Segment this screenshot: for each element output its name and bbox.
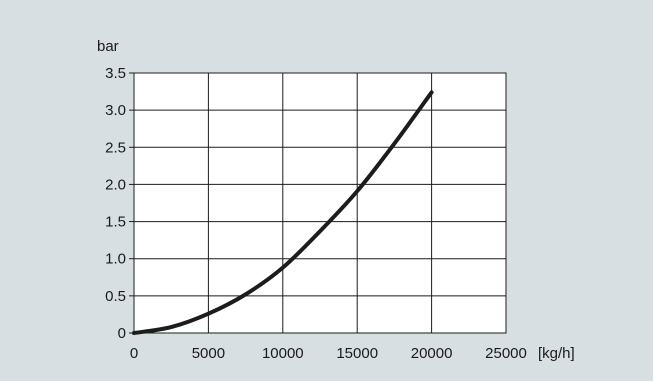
y-axis-label: bar (97, 38, 119, 55)
series-line (132, 90, 434, 335)
x-tick-label: 15000 (336, 345, 378, 362)
x-tick-label: 20000 (411, 345, 453, 362)
tick-label-layer: 0 5000 10000 15000 20000 25000 0 0.5 1.0 1.5 2.0 2.… (105, 65, 527, 362)
y-tick-label: 3.5 (105, 65, 126, 82)
x-tick-label: 0 (130, 345, 138, 362)
x-tick-label: 25000 (485, 345, 527, 362)
y-tick-label: 3.0 (105, 102, 126, 119)
plot-area (134, 73, 506, 333)
y-tick-label: 2.5 (105, 139, 126, 156)
y-tick-label: 1.5 (105, 214, 126, 231)
x-tick-label: 5000 (192, 345, 225, 362)
x-axis-label: [kg/h] (538, 345, 575, 362)
y-tick-label: 2.0 (105, 176, 126, 193)
y-tick-label: 1.0 (105, 251, 126, 268)
x-tick-label: 10000 (262, 345, 304, 362)
plot-border (133, 72, 507, 334)
y-tick-label: 0 (118, 325, 126, 342)
y-tick-label: 0.5 (105, 288, 126, 305)
grid-layer (129, 72, 507, 334)
series-layer (132, 90, 434, 335)
